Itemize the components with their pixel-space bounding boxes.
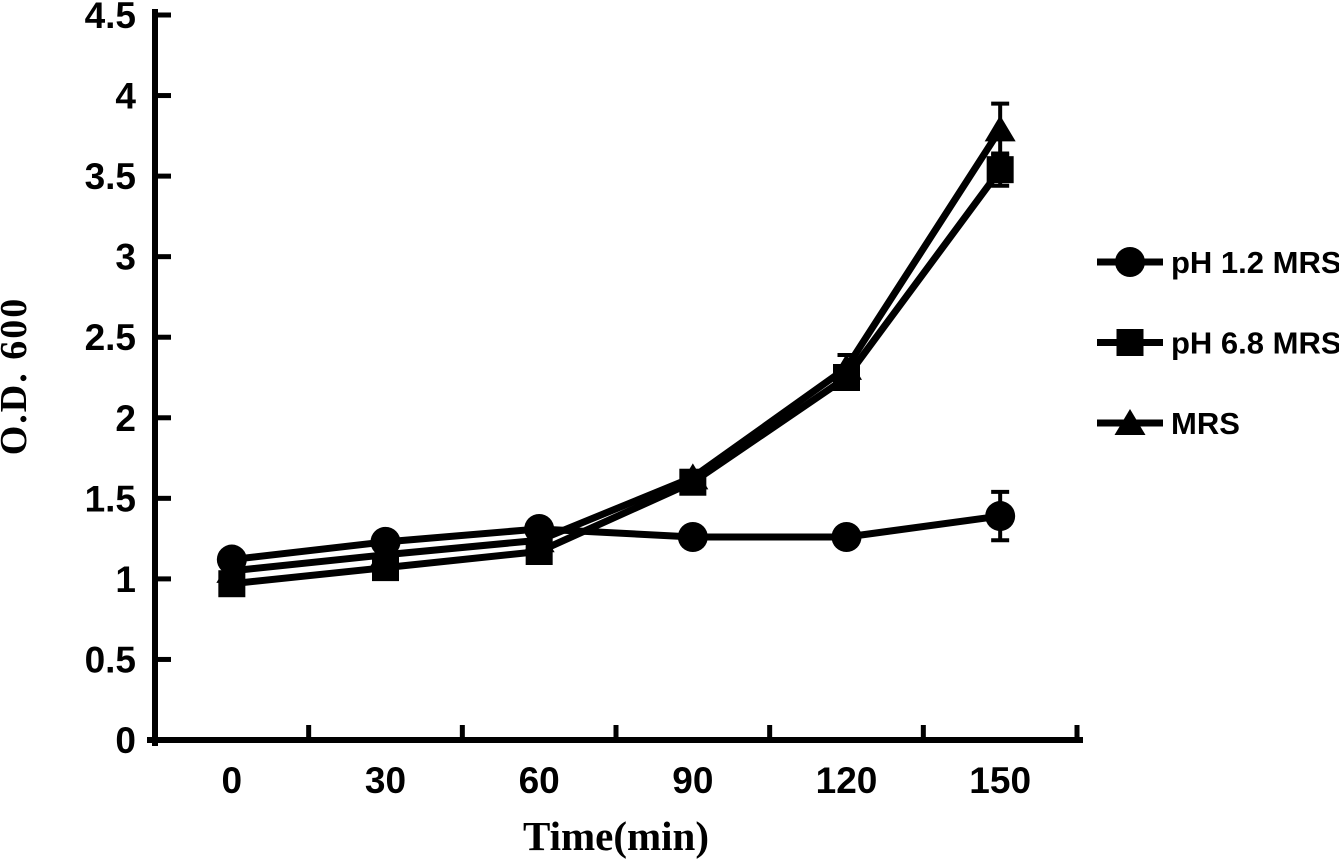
legend-marker-circle [1115,247,1145,277]
data-point-marker [985,501,1016,532]
y-tick-label: 4.5 [85,0,136,36]
legend-item: MRS [1097,406,1240,441]
data-point-marker [984,115,1016,142]
data-point-marker [524,513,555,544]
legend: pH 1.2 MRS pH 6.8 MRS MRS [1097,245,1339,441]
data-point-marker [833,364,860,391]
series-line-triangle [231,127,1004,575]
y-tick-label: 1.5 [85,478,136,519]
data-point-marker [986,156,1014,184]
x-tick-label: 30 [365,760,406,801]
y-tick-label: 0.5 [85,639,136,680]
x-tick-label: 0 [222,760,243,801]
legend-item: pH 6.8 MRS [1097,326,1339,361]
legend-marker-square [1116,329,1144,356]
data-point-marker [370,526,401,557]
series-triangle [216,101,1016,583]
y-tick-label: 0 [115,720,136,761]
y-tick-label: 1 [115,559,136,600]
series-square [218,151,1014,598]
legend-label: pH 6.8 MRS [1171,326,1339,361]
y-tick-label: 3.5 [85,156,136,197]
y-tick-label: 2 [115,398,136,439]
legend-label: MRS [1171,406,1240,441]
y-axis-title: O.D. 600 [0,297,35,456]
axes: 0 0.5 1 1.5 2 2.5 3 3.5 4 4.5 0 30 60 90 120 150 [85,0,1083,801]
x-tick-label: 120 [816,760,878,801]
data-point-marker [677,522,708,552]
data-point-marker [679,468,707,496]
data-point-marker [831,522,862,552]
y-tick-label: 2.5 [85,317,136,358]
x-tick-label: 60 [519,760,560,801]
x-tick-label: 90 [672,760,713,801]
series-line-circle [231,512,1001,564]
legend-label: pH 1.2 MRS [1171,245,1339,280]
legend-marker-triangle [1114,409,1146,435]
data-point-marker [216,544,247,575]
y-tick-label: 4 [115,76,136,117]
series-circle [216,489,1016,575]
data-point-marker [218,570,246,598]
data-point-marker [372,554,399,582]
series-line-square [231,167,1003,588]
x-axis-title: Time(min) [523,813,709,859]
y-tick-label: 3 [115,237,136,278]
legend-item: pH 1.2 MRS [1097,245,1339,280]
x-tick-label: 150 [969,760,1031,801]
series-layer [216,101,1016,598]
